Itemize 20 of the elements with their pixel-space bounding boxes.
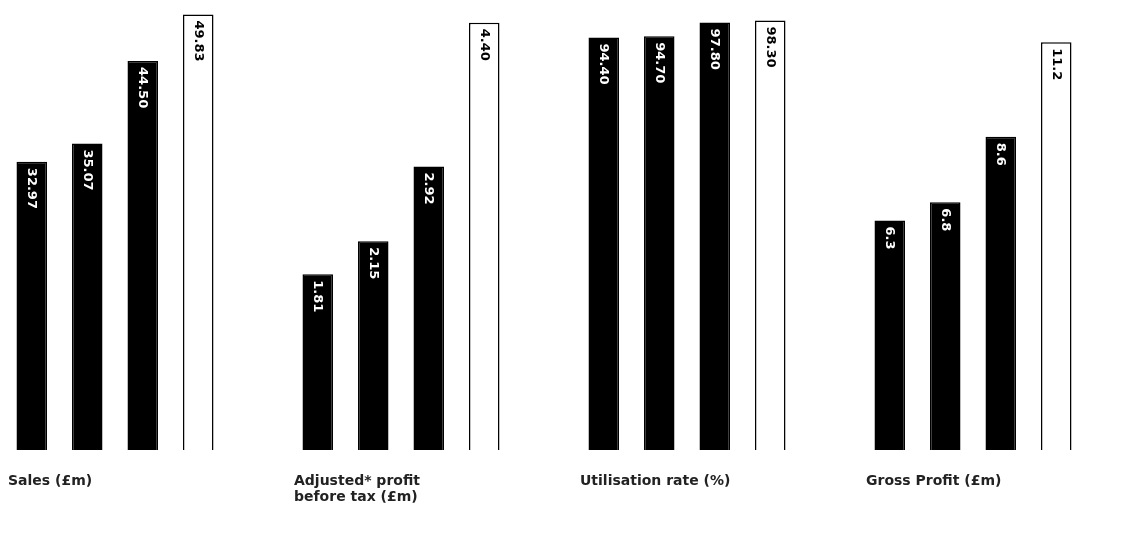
data-label: 32.97 <box>25 167 41 209</box>
data-label: 98.30 <box>763 26 779 68</box>
data-label: 44.50 <box>136 67 152 109</box>
data-label: 4.40 <box>477 28 493 61</box>
data-label: 6.8 <box>938 208 954 232</box>
text: Adjusted* profit before tax (£m) <box>294 472 421 504</box>
data-label: 1.81 <box>311 280 327 313</box>
data-label: 97.80 <box>708 28 724 70</box>
data-label: 2.92 <box>422 172 438 205</box>
data-label: 8.6 <box>994 142 1010 166</box>
data-label: 94.70 <box>652 42 668 84</box>
text: Utilisation rate (%) <box>580 472 732 488</box>
text: Gross Profit (£m) <box>866 472 1003 488</box>
data-label: 49.83 <box>191 20 207 62</box>
text: Sales (£m) <box>8 472 94 488</box>
data-label: 94.40 <box>597 43 613 85</box>
data-label: 35.07 <box>80 149 96 191</box>
data-label: 2.15 <box>366 247 382 280</box>
data-label: 11.2 <box>1049 48 1065 81</box>
data-label: 6.3 <box>883 226 899 250</box>
